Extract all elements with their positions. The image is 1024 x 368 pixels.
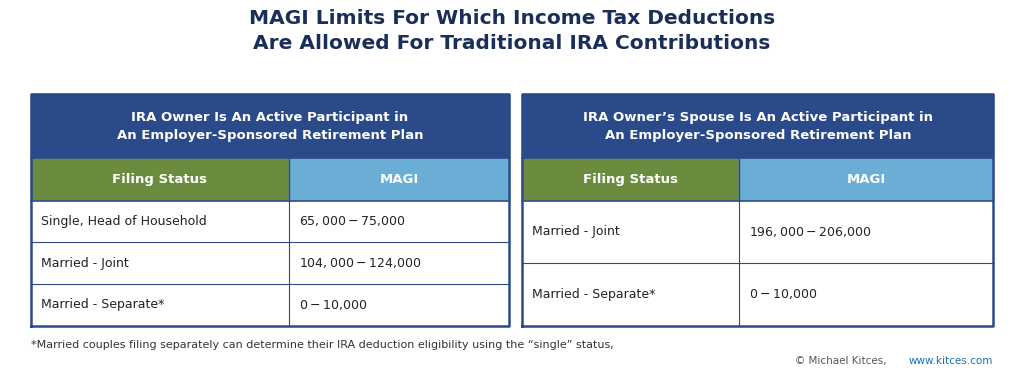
Text: *Married couples filing separately can determine their IRA deduction eligibility: *Married couples filing separately can d… xyxy=(31,340,613,350)
Polygon shape xyxy=(522,94,993,158)
Text: $0 - $10,000: $0 - $10,000 xyxy=(750,287,817,301)
Text: $104,000 - $124,000: $104,000 - $124,000 xyxy=(299,256,422,270)
Text: Married - Separate*: Married - Separate* xyxy=(41,298,164,311)
Text: Filing Status: Filing Status xyxy=(113,173,207,186)
Polygon shape xyxy=(31,94,509,158)
Text: MAGI Limits For Which Income Tax Deductions
Are Allowed For Traditional IRA Cont: MAGI Limits For Which Income Tax Deducti… xyxy=(249,9,775,53)
Polygon shape xyxy=(289,158,509,201)
Text: Married - Joint: Married - Joint xyxy=(532,225,621,238)
Text: $0 - $10,000: $0 - $10,000 xyxy=(299,298,368,312)
Text: IRA Owner Is An Active Participant in
An Employer-Sponsored Retirement Plan: IRA Owner Is An Active Participant in An… xyxy=(117,110,423,142)
Text: © Michael Kitces,: © Michael Kitces, xyxy=(796,356,890,366)
Text: www.kitces.com: www.kitces.com xyxy=(909,356,993,366)
Text: $65,000 - $75,000: $65,000 - $75,000 xyxy=(299,215,406,229)
Text: MAGI: MAGI xyxy=(379,173,419,186)
Text: IRA Owner’s Spouse Is An Active Participant in
An Employer-Sponsored Retirement : IRA Owner’s Spouse Is An Active Particip… xyxy=(583,110,933,142)
Polygon shape xyxy=(31,158,289,201)
Text: Single, Head of Household: Single, Head of Household xyxy=(41,215,207,228)
Polygon shape xyxy=(522,158,739,201)
Polygon shape xyxy=(522,201,993,263)
Polygon shape xyxy=(522,263,993,326)
Polygon shape xyxy=(739,158,993,201)
Polygon shape xyxy=(31,284,509,326)
Text: MAGI: MAGI xyxy=(847,173,886,186)
Polygon shape xyxy=(31,201,509,242)
Text: Married - Joint: Married - Joint xyxy=(41,256,129,270)
Text: $196,000 - $206,000: $196,000 - $206,000 xyxy=(750,225,871,239)
Polygon shape xyxy=(31,242,509,284)
Text: Filing Status: Filing Status xyxy=(583,173,678,186)
Text: Married - Separate*: Married - Separate* xyxy=(532,288,655,301)
